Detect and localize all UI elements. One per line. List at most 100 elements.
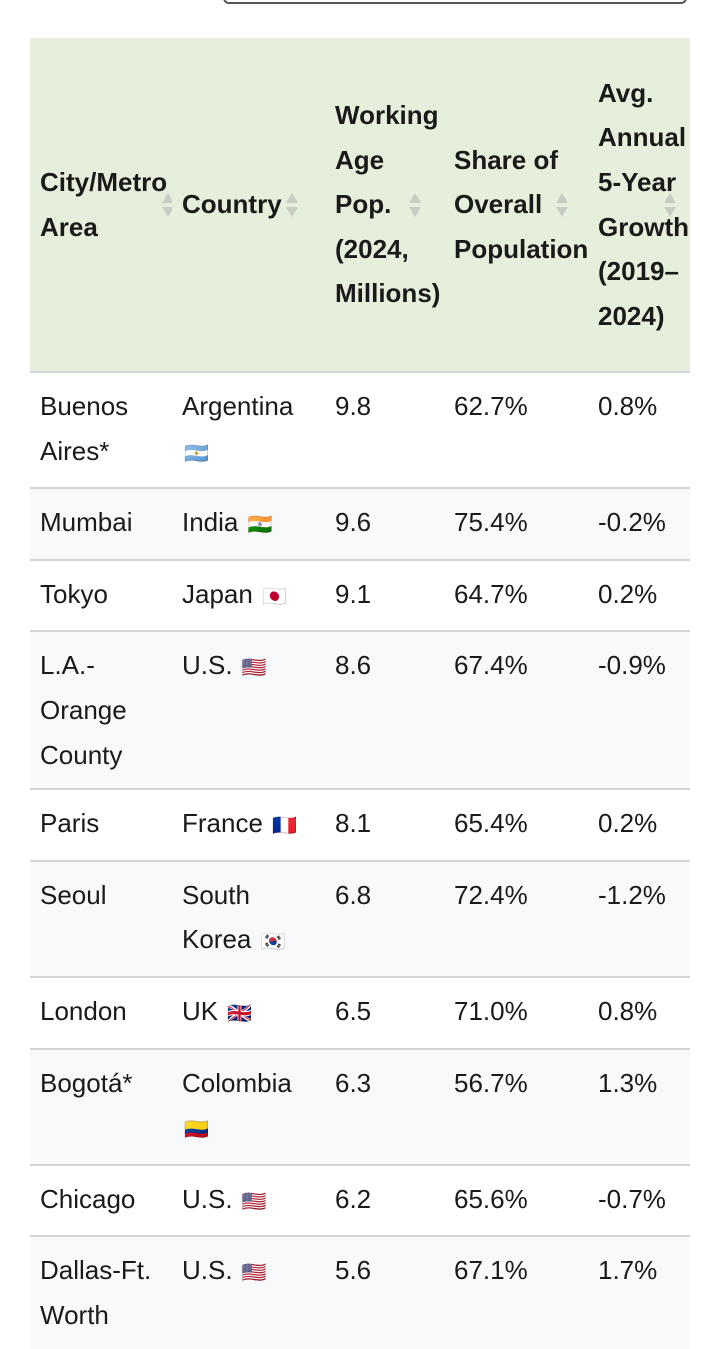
table-row: Seoul South Korea 🇰🇷 6.8 72.4% -1.2% xyxy=(30,859,690,977)
cell-city: Paris xyxy=(30,788,172,861)
cell-growth: 1.3% xyxy=(588,1047,690,1165)
sort-arrows-icon[interactable] xyxy=(664,192,676,217)
cell-country: UK 🇬🇧 xyxy=(172,975,325,1049)
cell-share: 64.7% xyxy=(444,558,588,632)
city-population-table: City/Metro Area Country Working Age Pop.… xyxy=(30,38,690,1349)
cell-growth: 0.8% xyxy=(588,975,690,1049)
cell-city: Tokyo xyxy=(30,558,172,632)
cell-country: Japan 🇯🇵 xyxy=(172,558,325,632)
cell-growth: 1.7% xyxy=(588,1235,690,1349)
cell-country: India 🇮🇳 xyxy=(172,487,325,560)
cell-city: Buenos Aires* xyxy=(30,370,172,489)
cell-city-text: Dallas-Ft. Worth xyxy=(40,1255,152,1330)
table-row: Paris France 🇫🇷 8.1 65.4% 0.2% xyxy=(30,788,690,861)
cell-growth-text: -0.7% xyxy=(598,1183,666,1214)
cell-city: Mumbai xyxy=(30,487,172,560)
cell-city-text: L.A.-Orange County xyxy=(40,650,127,770)
cell-share-text: 67.4% xyxy=(454,650,528,681)
cell-growth: -1.2% xyxy=(588,859,690,977)
data-table-container: City/Metro Area Country Working Age Pop.… xyxy=(30,38,690,1349)
table-row: L.A.-Orange County U.S. 🇺🇸 8.6 67.4% -0.9% xyxy=(30,630,690,790)
cell-working-age-pop-text: 9.6 xyxy=(335,507,372,538)
cell-share-text: 71.0% xyxy=(454,995,528,1026)
cell-share: 75.4% xyxy=(444,487,588,560)
sort-arrows-icon[interactable] xyxy=(556,192,568,217)
cell-country-text: U.S. xyxy=(182,650,233,681)
cell-city: Bogotá* xyxy=(30,1047,172,1165)
sort-arrows-icon[interactable] xyxy=(285,192,298,217)
table-row: Dallas-Ft. Worth U.S. 🇺🇸 5.6 67.1% 1.7% xyxy=(30,1235,690,1349)
sort-arrows-icon[interactable] xyxy=(409,192,421,217)
cell-working-age-pop-text: 6.8 xyxy=(335,879,372,910)
cell-city-text: London xyxy=(40,995,127,1026)
cell-working-age-pop-text: 5.6 xyxy=(335,1255,372,1286)
column-header-growth[interactable]: Avg. Annual 5-Year Growth (2019–2024) xyxy=(588,38,690,372)
cell-growth: 0.2% xyxy=(588,558,690,632)
cell-working-age-pop: 9.6 xyxy=(325,487,444,560)
table-header-row: City/Metro Area Country Working Age Pop.… xyxy=(30,38,690,372)
cell-country-text: UK xyxy=(182,995,219,1026)
table-row: Tokyo Japan 🇯🇵 9.1 64.7% 0.2% xyxy=(30,558,690,632)
cell-growth: 0.2% xyxy=(588,788,690,861)
cell-country: U.S. 🇺🇸 xyxy=(172,630,325,790)
country-flag-icon: 🇺🇸 xyxy=(241,1262,267,1285)
country-flag-icon: 🇦🇷 xyxy=(184,442,209,465)
cell-country: U.S. 🇺🇸 xyxy=(172,1235,325,1349)
sort-arrows-icon[interactable] xyxy=(162,192,172,217)
cell-working-age-pop: 6.3 xyxy=(325,1047,444,1165)
table-row: Bogotá* Colombia 🇨🇴 6.3 56.7% 1.3% xyxy=(30,1047,690,1165)
cell-country-text: India xyxy=(182,507,239,538)
cell-country-text: Japan xyxy=(182,578,253,609)
cell-growth-text: -0.9% xyxy=(598,650,666,681)
cell-growth-text: 0.2% xyxy=(598,578,658,609)
cell-city-text: Paris xyxy=(40,808,100,839)
country-flag-icon: 🇬🇧 xyxy=(227,1002,253,1025)
cell-growth: 0.8% xyxy=(588,370,690,489)
cell-share-text: 56.7% xyxy=(454,1067,528,1098)
cell-working-age-pop-text: 9.1 xyxy=(335,578,372,609)
column-header-city[interactable]: City/Metro Area xyxy=(30,38,172,372)
cell-country: South Korea 🇰🇷 xyxy=(172,859,325,977)
cell-working-age-pop: 9.8 xyxy=(325,370,444,489)
table-row: Chicago U.S. 🇺🇸 6.2 65.6% -0.7% xyxy=(30,1163,690,1237)
cell-country: France 🇫🇷 xyxy=(172,788,325,861)
cell-country-text: France xyxy=(182,808,263,839)
table-row: Buenos Aires* Argentina 🇦🇷 9.8 62.7% 0.8% xyxy=(30,370,690,489)
column-header-share[interactable]: Share of Overall Population xyxy=(444,38,588,372)
cell-share: 62.7% xyxy=(444,370,588,489)
cell-share-text: 64.7% xyxy=(454,578,528,609)
search-input[interactable] xyxy=(223,0,687,4)
cell-share-text: 72.4% xyxy=(454,879,528,910)
cell-growth: -0.9% xyxy=(588,630,690,790)
cell-share: 67.1% xyxy=(444,1235,588,1349)
cell-country: Argentina 🇦🇷 xyxy=(172,370,325,489)
cell-city-text: Tokyo xyxy=(40,578,108,609)
cell-working-age-pop: 6.8 xyxy=(325,859,444,977)
country-flag-icon: 🇺🇸 xyxy=(241,1190,267,1213)
cell-working-age-pop-text: 6.2 xyxy=(335,1183,372,1214)
country-flag-icon: 🇯🇵 xyxy=(262,585,287,608)
column-header-label: Working Age Pop. (2024, Millions) xyxy=(335,100,441,309)
cell-country: U.S. 🇺🇸 xyxy=(172,1163,325,1237)
cell-share-text: 62.7% xyxy=(454,391,528,421)
cell-working-age-pop-text: 8.6 xyxy=(335,650,372,681)
cell-working-age-pop-text: 6.5 xyxy=(335,995,372,1026)
cell-country-text: U.S. xyxy=(182,1183,233,1214)
cell-city-text: Chicago xyxy=(40,1183,136,1214)
country-flag-icon: 🇰🇷 xyxy=(260,931,286,954)
column-header-label: Share of Overall Population xyxy=(454,144,588,264)
cell-share: 67.4% xyxy=(444,630,588,790)
table-row: Mumbai India 🇮🇳 9.6 75.4% -0.2% xyxy=(30,487,690,560)
cell-working-age-pop: 6.5 xyxy=(325,975,444,1049)
cell-share-text: 65.6% xyxy=(454,1183,528,1214)
column-header-country[interactable]: Country xyxy=(172,38,325,372)
cell-share-text: 67.1% xyxy=(454,1255,528,1286)
cell-share-text: 65.4% xyxy=(454,808,528,839)
cell-growth-text: 0.8% xyxy=(598,995,658,1026)
cell-country-text: Colombia xyxy=(182,1067,292,1098)
cell-share-text: 75.4% xyxy=(454,507,528,538)
column-header-working-age-pop[interactable]: Working Age Pop. (2024, Millions) xyxy=(325,38,444,372)
cell-share: 71.0% xyxy=(444,975,588,1049)
cell-growth-text: -0.2% xyxy=(598,507,666,538)
country-flag-icon: 🇨🇴 xyxy=(184,1119,209,1142)
